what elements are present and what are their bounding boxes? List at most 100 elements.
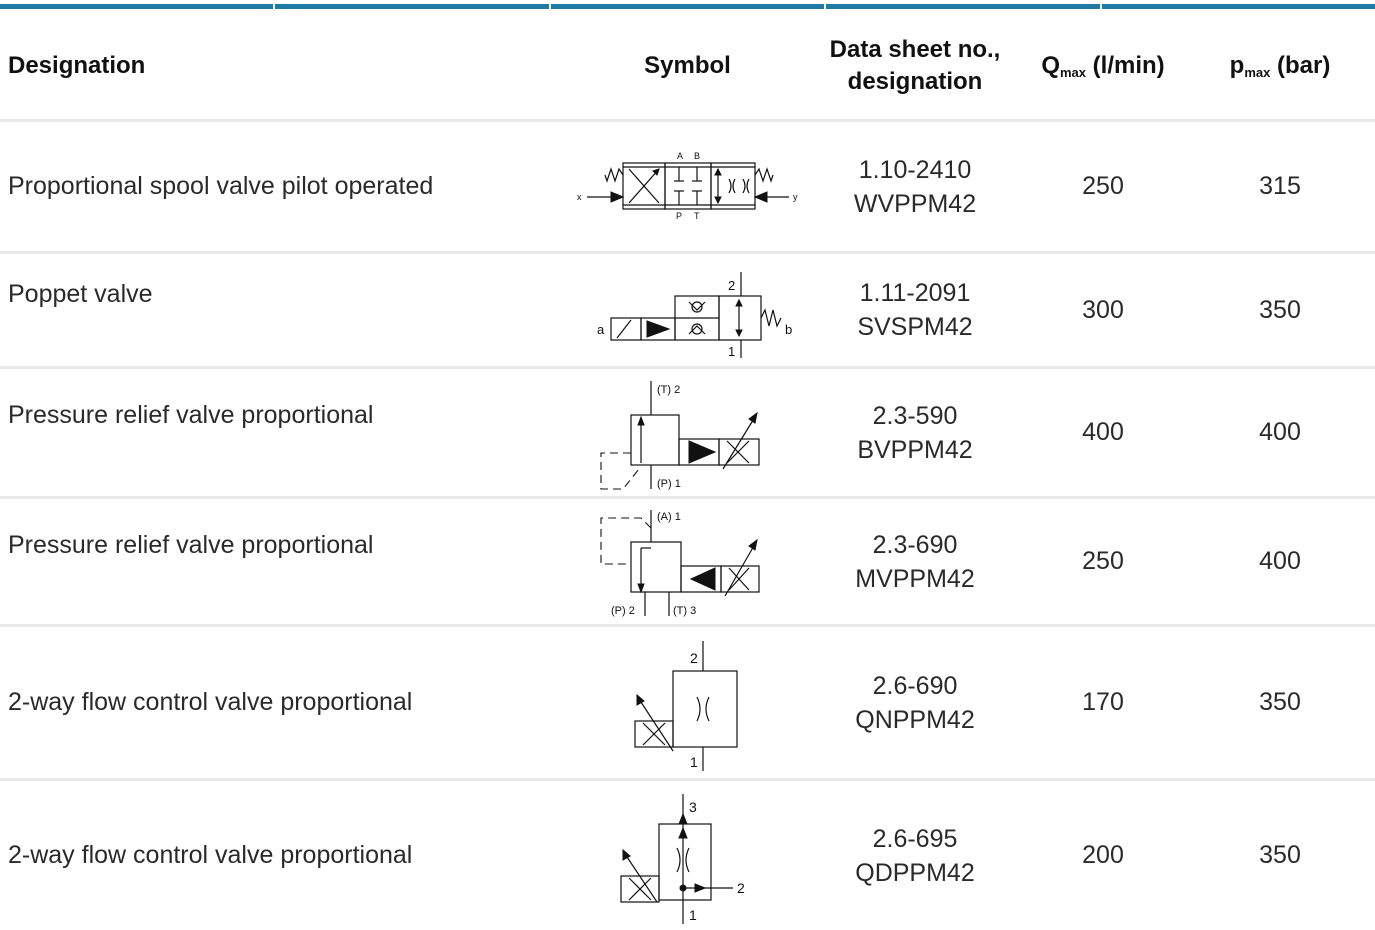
datasheet-designation: SVSPM42 [857, 313, 973, 341]
datasheet-number: 2.6-690 [872, 671, 958, 700]
column-header-pmax-sub: max [1244, 64, 1271, 80]
port-label-t: T [694, 211, 700, 221]
row-divider [0, 251, 1375, 254]
pmax-value: 400 [1259, 547, 1301, 575]
pmax-value: 350 [1259, 841, 1301, 869]
column-header-qmax-main: Q [1041, 52, 1060, 79]
column-header-datasheet-line1: Data sheet no., [829, 36, 1001, 63]
row-designation-text: Poppet valve [8, 279, 153, 308]
column-header-qmax-sub: max [1059, 64, 1087, 80]
port-label-top: 3 [689, 799, 697, 815]
row-datasheet: 2.6-695 QDPPM42 [815, 781, 1015, 930]
port-label-side: 2 [737, 880, 745, 896]
qmax-value: 170 [1082, 688, 1124, 716]
row-divider [0, 624, 1375, 627]
port-label-right: (T) 3 [673, 605, 696, 617]
row-datasheet: 1.10-2410 WVPPM42 [815, 122, 1015, 251]
row-designation-text: Pressure relief valve proportional [8, 400, 374, 429]
column-header-symbol: Symbol [560, 32, 815, 100]
port-label-a: A [677, 151, 683, 161]
coil-label-a: a [597, 322, 605, 337]
column-header-designation: Designation [8, 32, 528, 100]
row-pmax: 400 [1200, 369, 1360, 496]
row-qmax: 300 [1028, 254, 1178, 366]
column-header-pmax-unit: (bar) [1270, 52, 1331, 79]
port-label-top: (A) 1 [657, 511, 681, 523]
datasheet-number: 2.3-590 [872, 401, 958, 430]
row-divider [0, 496, 1375, 499]
port-label-bottom: 1 [689, 907, 697, 923]
table-row: Proportional spool valve pilot operated [0, 122, 1375, 251]
flow-control-valve-symbol-icon: 3 2 1 [560, 781, 815, 930]
row-designation-text: 2-way flow control valve proportional [8, 688, 413, 716]
row-datasheet: 2.3-590 BVPPM42 [815, 369, 1015, 496]
row-pmax: 350 [1200, 627, 1360, 778]
row-pmax: 350 [1200, 254, 1360, 366]
row-divider [0, 778, 1375, 781]
pressure-relief-valve-symbol-icon: (T) 2 (P) 1 [560, 369, 815, 496]
row-qmax: 250 [1028, 499, 1178, 624]
row-designation: 2-way flow control valve proportional [8, 627, 568, 778]
table-row: Poppet valve a 2 1 b 1.11-2091 SVS [0, 254, 1375, 366]
row-qmax: 170 [1028, 627, 1178, 778]
column-header-designation-label: Designation [8, 52, 146, 79]
row-designation: Pressure relief valve proportional [8, 369, 568, 461]
port-label-b: B [694, 151, 700, 161]
port-label-p: P [676, 211, 682, 221]
row-datasheet: 2.3-690 MVPPM42 [815, 499, 1015, 624]
datasheet-designation: BVPPM42 [857, 435, 973, 464]
row-designation: Proportional spool valve pilot operated [8, 122, 568, 251]
port-label-top: 2 [690, 650, 698, 666]
flow-control-valve-symbol-icon: 2 1 [560, 627, 815, 778]
datasheet-number: 1.11-2091 [859, 279, 971, 307]
datasheet-designation: MVPPM42 [855, 564, 975, 593]
qmax-value: 250 [1082, 547, 1124, 575]
table-row: 2-way flow control valve proportional 3 … [0, 781, 1375, 930]
qmax-value: 250 [1082, 172, 1124, 200]
row-divider [0, 119, 1375, 122]
table-row: 2-way flow control valve proportional 2 … [0, 627, 1375, 778]
datasheet-number: 2.6-695 [872, 824, 958, 853]
column-header-pmax-main: p [1229, 52, 1245, 79]
pmax-value: 350 [1259, 688, 1301, 716]
header-accent-rule [0, 4, 1375, 9]
port-label-left: (P) 2 [611, 605, 635, 617]
port-label-top: (T) 2 [657, 384, 680, 396]
datasheet-designation: WVPPM42 [853, 189, 977, 218]
row-designation-text: Proportional spool valve pilot operated [8, 172, 434, 200]
row-pmax: 315 [1200, 122, 1360, 251]
column-header-qmax-unit: (l/min) [1086, 52, 1165, 79]
row-pmax: 350 [1200, 781, 1360, 930]
column-header-symbol-label: Symbol [644, 52, 731, 79]
spring-label-b: b [785, 322, 792, 337]
qmax-value: 200 [1082, 841, 1124, 869]
table-row: Pressure relief valve proportional (A) 1… [0, 499, 1375, 624]
datasheet-number: 1.10-2410 [858, 155, 972, 184]
row-qmax: 400 [1028, 369, 1178, 496]
row-pmax: 400 [1200, 499, 1360, 624]
port-label-1: 1 [728, 344, 735, 359]
datasheet-number: 2.3-690 [872, 530, 958, 559]
row-designation-text: 2-way flow control valve proportional [8, 841, 413, 869]
table-row: Pressure relief valve proportional (T) 2… [0, 369, 1375, 496]
row-designation: Poppet valve [8, 254, 568, 334]
port-label-bottom: 1 [690, 754, 698, 770]
row-datasheet: 1.11-2091 SVSPM42 [815, 254, 1015, 366]
row-designation-text: Pressure relief valve proportional [8, 530, 374, 559]
datasheet-designation: QNPPM42 [855, 705, 975, 734]
row-designation: Pressure relief valve proportional [8, 499, 568, 591]
port-label-2: 2 [728, 278, 735, 293]
pressure-relief-valve-symbol-icon: (A) 1 (P) 2 (T) 3 [560, 499, 815, 624]
pilot-label-x: x [577, 192, 582, 202]
datasheet-designation: QDPPM42 [855, 858, 975, 887]
pilot-label-y: y [793, 192, 798, 202]
row-datasheet: 2.6-690 QNPPM42 [815, 627, 1015, 778]
row-divider [0, 366, 1375, 369]
poppet-valve-symbol-icon: a 2 1 b [560, 254, 815, 366]
qmax-value: 300 [1082, 295, 1124, 324]
pmax-value: 400 [1259, 418, 1301, 446]
row-qmax: 250 [1028, 122, 1178, 251]
column-header-datasheet-line2: designation [847, 68, 983, 95]
pmax-value: 315 [1259, 172, 1301, 200]
